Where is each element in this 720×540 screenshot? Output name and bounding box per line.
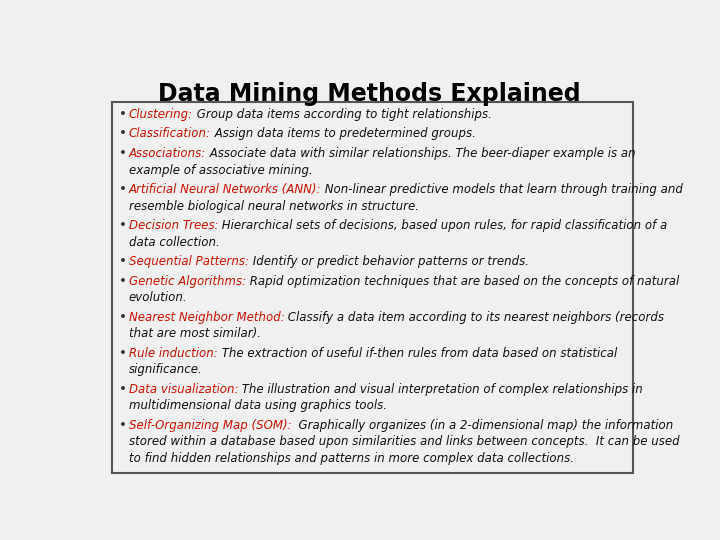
Text: Non-linear predictive models that learn through training and: Non-linear predictive models that learn … bbox=[321, 183, 683, 196]
Text: Artificial Neural Networks (ANN):: Artificial Neural Networks (ANN): bbox=[129, 183, 321, 196]
Text: •: • bbox=[120, 419, 127, 432]
Text: •: • bbox=[120, 275, 127, 288]
Text: to find hidden relationships and patterns in more complex data collections.: to find hidden relationships and pattern… bbox=[129, 452, 574, 465]
Text: Decision Trees:: Decision Trees: bbox=[129, 219, 218, 232]
Text: significance.: significance. bbox=[129, 363, 202, 376]
Text: Classification:: Classification: bbox=[129, 127, 211, 140]
Text: Data visualization:: Data visualization: bbox=[129, 383, 238, 396]
Text: that are most similar).: that are most similar). bbox=[129, 327, 261, 340]
Text: •: • bbox=[120, 383, 127, 396]
Text: •: • bbox=[120, 255, 127, 268]
Text: data collection.: data collection. bbox=[129, 235, 220, 248]
Text: Assign data items to predetermined groups.: Assign data items to predetermined group… bbox=[211, 127, 476, 140]
Text: Associations:: Associations: bbox=[129, 147, 206, 160]
Text: Hierarchical sets of decisions, based upon rules, for rapid classification of a: Hierarchical sets of decisions, based up… bbox=[218, 219, 667, 232]
Text: •: • bbox=[120, 310, 127, 324]
Text: Rapid optimization techniques that are based on the concepts of natural: Rapid optimization techniques that are b… bbox=[246, 275, 679, 288]
Text: resemble biological neural networks in structure.: resemble biological neural networks in s… bbox=[129, 200, 419, 213]
Text: Associate data with similar relationships. The beer-diaper example is an: Associate data with similar relationship… bbox=[206, 147, 636, 160]
Text: Classify a data item according to its nearest neighbors (records: Classify a data item according to its ne… bbox=[284, 310, 665, 324]
Text: evolution.: evolution. bbox=[129, 291, 187, 304]
Text: The illustration and visual interpretation of complex relationships in: The illustration and visual interpretati… bbox=[238, 383, 643, 396]
Text: Data Mining Methods Explained: Data Mining Methods Explained bbox=[158, 82, 580, 106]
Text: example of associative mining.: example of associative mining. bbox=[129, 164, 312, 177]
Text: •: • bbox=[120, 127, 127, 140]
Text: The extraction of useful if-then rules from data based on statistical: The extraction of useful if-then rules f… bbox=[217, 347, 617, 360]
Text: Self-Organizing Map (SOM):: Self-Organizing Map (SOM): bbox=[129, 419, 292, 432]
Text: Identify or predict behavior patterns or trends.: Identify or predict behavior patterns or… bbox=[248, 255, 528, 268]
Text: •: • bbox=[120, 147, 127, 160]
Text: Genetic Algorithms:: Genetic Algorithms: bbox=[129, 275, 246, 288]
Text: Graphically organizes (in a 2-dimensional map) the information: Graphically organizes (in a 2-dimensiona… bbox=[292, 419, 674, 432]
Text: Clustering:: Clustering: bbox=[129, 108, 193, 121]
Text: Group data items according to tight relationships.: Group data items according to tight rela… bbox=[193, 108, 492, 121]
Text: •: • bbox=[120, 219, 127, 232]
Text: •: • bbox=[120, 347, 127, 360]
FancyBboxPatch shape bbox=[112, 102, 632, 473]
Text: Sequential Patterns:: Sequential Patterns: bbox=[129, 255, 248, 268]
Text: Rule induction:: Rule induction: bbox=[129, 347, 217, 360]
Text: multidimensional data using graphics tools.: multidimensional data using graphics too… bbox=[129, 399, 387, 412]
Text: •: • bbox=[120, 183, 127, 196]
Text: stored within a database based upon similarities and links between concepts.  It: stored within a database based upon simi… bbox=[129, 435, 680, 448]
Text: •: • bbox=[120, 108, 127, 121]
Text: Nearest Neighbor Method:: Nearest Neighbor Method: bbox=[129, 310, 284, 324]
